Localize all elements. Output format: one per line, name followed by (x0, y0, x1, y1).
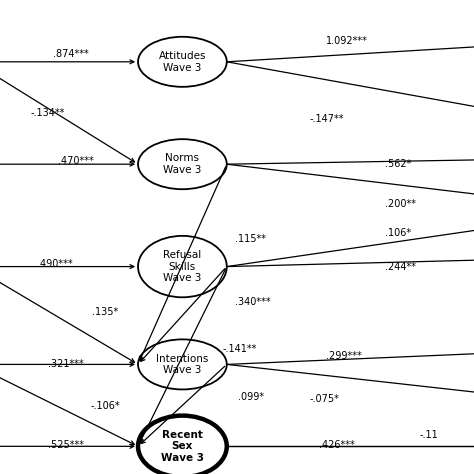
Text: .562*: .562* (385, 159, 411, 169)
Text: -.075*: -.075* (310, 394, 340, 404)
Text: .099*: .099* (237, 392, 264, 402)
Text: Norms
Wave 3: Norms Wave 3 (163, 154, 201, 175)
Text: .106*: .106* (385, 228, 411, 238)
Text: .874***: .874*** (53, 49, 89, 59)
Text: .490***: .490*** (37, 259, 73, 269)
Text: Refusal
Skills
Wave 3: Refusal Skills Wave 3 (163, 250, 201, 283)
Text: .115**: .115** (235, 234, 266, 244)
Text: .426***: .426*** (319, 440, 355, 450)
Text: 1.092***: 1.092*** (326, 36, 368, 46)
Text: Intentions
Wave 3: Intentions Wave 3 (156, 354, 209, 375)
Text: -.11: -.11 (419, 430, 438, 440)
Text: .200**: .200** (385, 199, 416, 209)
Text: Recent
Sex
Wave 3: Recent Sex Wave 3 (161, 430, 204, 463)
Text: -.106*: -.106* (90, 401, 120, 411)
Text: -.141**: -.141** (222, 345, 256, 355)
Text: Attitudes
Wave 3: Attitudes Wave 3 (159, 51, 206, 73)
Text: .244**: .244** (385, 262, 416, 272)
Text: .299***: .299*** (326, 351, 362, 361)
Text: .321***: .321*** (48, 358, 84, 368)
Text: .525***: .525*** (48, 440, 84, 450)
Text: -.134**: -.134** (31, 108, 65, 118)
Text: .135*: .135* (92, 307, 118, 317)
Text: -.147**: -.147** (310, 114, 344, 124)
Text: .470***: .470*** (57, 155, 93, 165)
Text: .340***: .340*** (235, 297, 271, 307)
